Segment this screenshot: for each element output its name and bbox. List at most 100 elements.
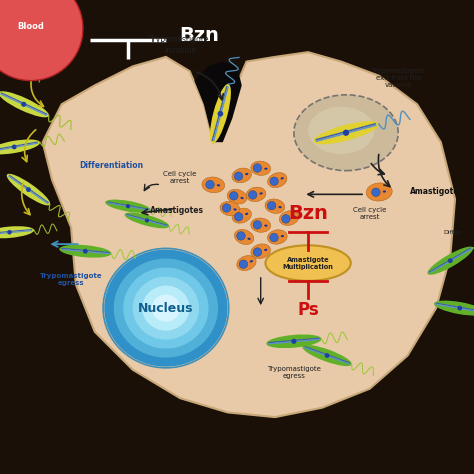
Text: Trypomastigote
egress: Trypomastigote egress [267, 365, 321, 379]
Text: Cell cycle
arrest: Cell cycle arrest [353, 207, 386, 220]
Ellipse shape [245, 173, 248, 175]
Ellipse shape [105, 200, 151, 213]
Ellipse shape [313, 121, 379, 144]
Circle shape [229, 191, 238, 200]
Text: Cell cycle
arrest: Cell cycle arrest [164, 171, 197, 184]
Circle shape [126, 204, 130, 208]
Circle shape [21, 102, 26, 107]
Ellipse shape [0, 30, 23, 65]
Ellipse shape [292, 216, 296, 218]
Ellipse shape [294, 95, 398, 171]
Ellipse shape [247, 237, 251, 240]
Circle shape [270, 258, 278, 267]
Ellipse shape [267, 230, 287, 244]
Circle shape [206, 180, 214, 189]
Circle shape [239, 260, 247, 268]
Text: Bzn: Bzn [288, 204, 328, 223]
Circle shape [457, 306, 462, 310]
Circle shape [145, 218, 149, 223]
Circle shape [267, 201, 276, 210]
Text: Trypomastigote
exit from the
vacuole: Trypomastigote exit from the vacuole [371, 68, 425, 88]
Ellipse shape [0, 139, 40, 155]
Ellipse shape [259, 192, 263, 194]
Text: Trypomastigote
invasion: Trypomastigote invasion [150, 36, 210, 55]
Ellipse shape [0, 91, 49, 118]
Ellipse shape [245, 213, 248, 215]
Ellipse shape [281, 235, 284, 237]
Ellipse shape [265, 199, 285, 213]
Polygon shape [194, 62, 242, 142]
Circle shape [372, 188, 380, 197]
Ellipse shape [264, 249, 267, 251]
Ellipse shape [265, 246, 351, 281]
Ellipse shape [250, 260, 253, 263]
Circle shape [325, 353, 329, 358]
Circle shape [83, 249, 88, 254]
Text: Amastigote: Amastigote [410, 188, 459, 196]
Circle shape [253, 248, 262, 256]
Text: Differ...: Differ... [444, 230, 466, 235]
Ellipse shape [428, 246, 473, 275]
Text: Ps: Ps [297, 301, 319, 319]
Ellipse shape [281, 263, 284, 264]
Ellipse shape [251, 161, 271, 175]
Text: Bzn: Bzn [179, 26, 219, 45]
Ellipse shape [246, 187, 266, 201]
Ellipse shape [232, 168, 252, 182]
Ellipse shape [104, 249, 228, 367]
Ellipse shape [125, 212, 169, 228]
Ellipse shape [251, 244, 271, 258]
Circle shape [248, 191, 257, 199]
Circle shape [448, 258, 453, 263]
Ellipse shape [302, 345, 352, 366]
Ellipse shape [210, 84, 231, 144]
Ellipse shape [217, 184, 220, 186]
Ellipse shape [232, 208, 251, 223]
Ellipse shape [152, 294, 180, 321]
Ellipse shape [281, 177, 284, 180]
Ellipse shape [235, 229, 254, 245]
Polygon shape [43, 52, 455, 417]
Circle shape [237, 232, 245, 240]
Ellipse shape [268, 173, 287, 188]
Ellipse shape [279, 211, 299, 225]
Ellipse shape [237, 255, 256, 271]
Text: Blood: Blood [18, 22, 44, 30]
Circle shape [234, 212, 243, 221]
Text: Nucleus: Nucleus [138, 301, 194, 315]
Ellipse shape [267, 256, 287, 270]
Circle shape [282, 215, 290, 223]
Ellipse shape [0, 226, 34, 238]
Ellipse shape [264, 168, 267, 170]
Circle shape [270, 177, 278, 185]
Ellipse shape [366, 183, 392, 201]
Ellipse shape [434, 301, 474, 316]
Circle shape [0, 45, 5, 50]
Ellipse shape [7, 174, 50, 205]
Circle shape [0, 0, 83, 81]
Circle shape [234, 172, 243, 181]
Ellipse shape [59, 245, 111, 258]
Text: Amastigote
Multiplication: Amastigote Multiplication [283, 256, 334, 270]
Circle shape [270, 233, 278, 242]
Text: Amastigotes: Amastigotes [150, 207, 204, 215]
Ellipse shape [220, 201, 240, 216]
Ellipse shape [278, 206, 282, 208]
Circle shape [253, 164, 262, 172]
Ellipse shape [142, 285, 190, 330]
Text: Trypomastigote
egress: Trypomastigote egress [40, 273, 102, 286]
Circle shape [292, 339, 296, 344]
Ellipse shape [202, 177, 225, 193]
Ellipse shape [114, 258, 218, 357]
Ellipse shape [383, 191, 386, 192]
Circle shape [218, 111, 223, 117]
Ellipse shape [123, 267, 209, 348]
Ellipse shape [227, 190, 247, 204]
Circle shape [222, 204, 231, 212]
Ellipse shape [266, 335, 321, 348]
Circle shape [26, 187, 31, 192]
Ellipse shape [133, 276, 199, 339]
Ellipse shape [233, 209, 237, 210]
Ellipse shape [264, 225, 267, 227]
Ellipse shape [251, 218, 271, 232]
